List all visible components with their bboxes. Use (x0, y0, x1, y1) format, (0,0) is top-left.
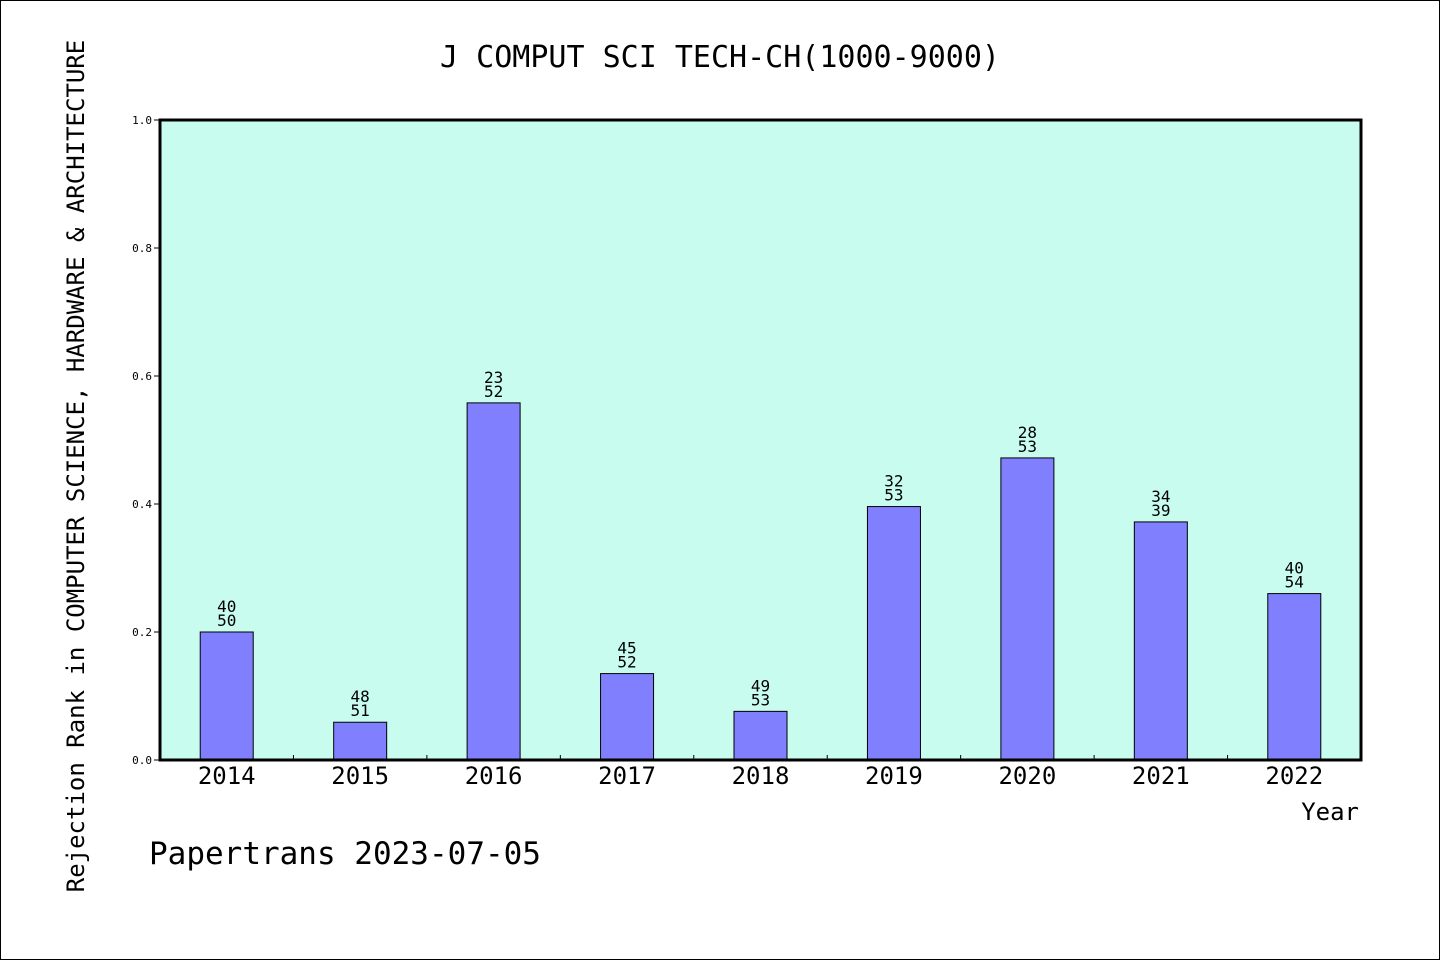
x-tick-label: 2014 (198, 762, 256, 790)
bar-total-label: 53 (1018, 437, 1037, 456)
x-tick-label: 2021 (1132, 762, 1190, 790)
bar-total-label: 52 (617, 653, 636, 672)
y-tick-label: 0.4 (132, 498, 152, 511)
footer-text: Papertrans 2023-07-05 (149, 836, 541, 872)
y-tick-label: 0.6 (132, 370, 152, 383)
bar-rank-label: 23 (484, 368, 503, 387)
bar-total-label: 50 (217, 611, 236, 630)
bar-rank-label: 28 (1018, 423, 1037, 442)
bar-2019 (866, 506, 921, 761)
y-tick-label: 0.8 (132, 242, 152, 255)
bar-rank-label: 49 (751, 676, 770, 695)
x-tick-label: 2017 (598, 762, 656, 790)
x-tick-label: 2019 (865, 762, 923, 790)
bar-2015 (333, 721, 388, 761)
bar-rank-label: 40 (217, 597, 236, 616)
y-tick-label: 0.0 (132, 754, 152, 767)
bar-total-label: 39 (1151, 501, 1170, 520)
bar-total-label: 52 (484, 382, 503, 401)
bar-2018 (733, 710, 788, 761)
x-tick-label: 2016 (465, 762, 523, 790)
x-tick-label: 2018 (732, 762, 790, 790)
bar-rank-label: 32 (884, 472, 903, 491)
bar-2020 (1000, 457, 1055, 761)
bars-layer (199, 402, 1322, 761)
bar-rank-label: 40 (1285, 559, 1304, 578)
plot-frame (158, 118, 1363, 762)
chart-title: J COMPUT SCI TECH-CH(1000-9000) (440, 40, 1000, 75)
bar-2017 (600, 673, 655, 761)
bar-2014 (199, 631, 254, 761)
bar-rank-label: 45 (617, 639, 636, 658)
bar-total-label: 53 (884, 486, 903, 505)
y-tick-label: 1.0 (132, 114, 152, 127)
x-tick-label: 2015 (331, 762, 389, 790)
bar-total-label: 53 (751, 690, 770, 709)
y-axis-label: Rejection Rank in COMPUTER SCIENCE, HARD… (62, 40, 90, 893)
bar-total-label: 54 (1285, 573, 1304, 592)
y-tick-label: 0.2 (132, 626, 152, 639)
x-tick-label: 2022 (1265, 762, 1323, 790)
bar-2021 (1133, 521, 1188, 761)
bar-rank-label: 34 (1151, 487, 1170, 506)
x-tick-label: 2020 (998, 762, 1056, 790)
x-axis-label: Year (1301, 798, 1359, 826)
bar-rank-label: 48 (351, 687, 370, 706)
labels-layer: 0.00.20.40.60.81.02014405020154851201623… (132, 114, 1323, 790)
bar-total-label: 51 (351, 701, 370, 720)
bar-2016 (466, 402, 521, 761)
bar-2022 (1267, 593, 1322, 761)
